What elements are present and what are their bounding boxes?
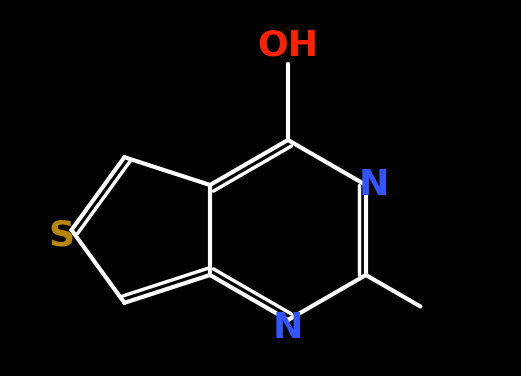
Text: OH: OH (257, 29, 318, 62)
Text: N: N (358, 168, 389, 202)
Text: S: S (48, 218, 75, 252)
Text: N: N (273, 311, 303, 345)
